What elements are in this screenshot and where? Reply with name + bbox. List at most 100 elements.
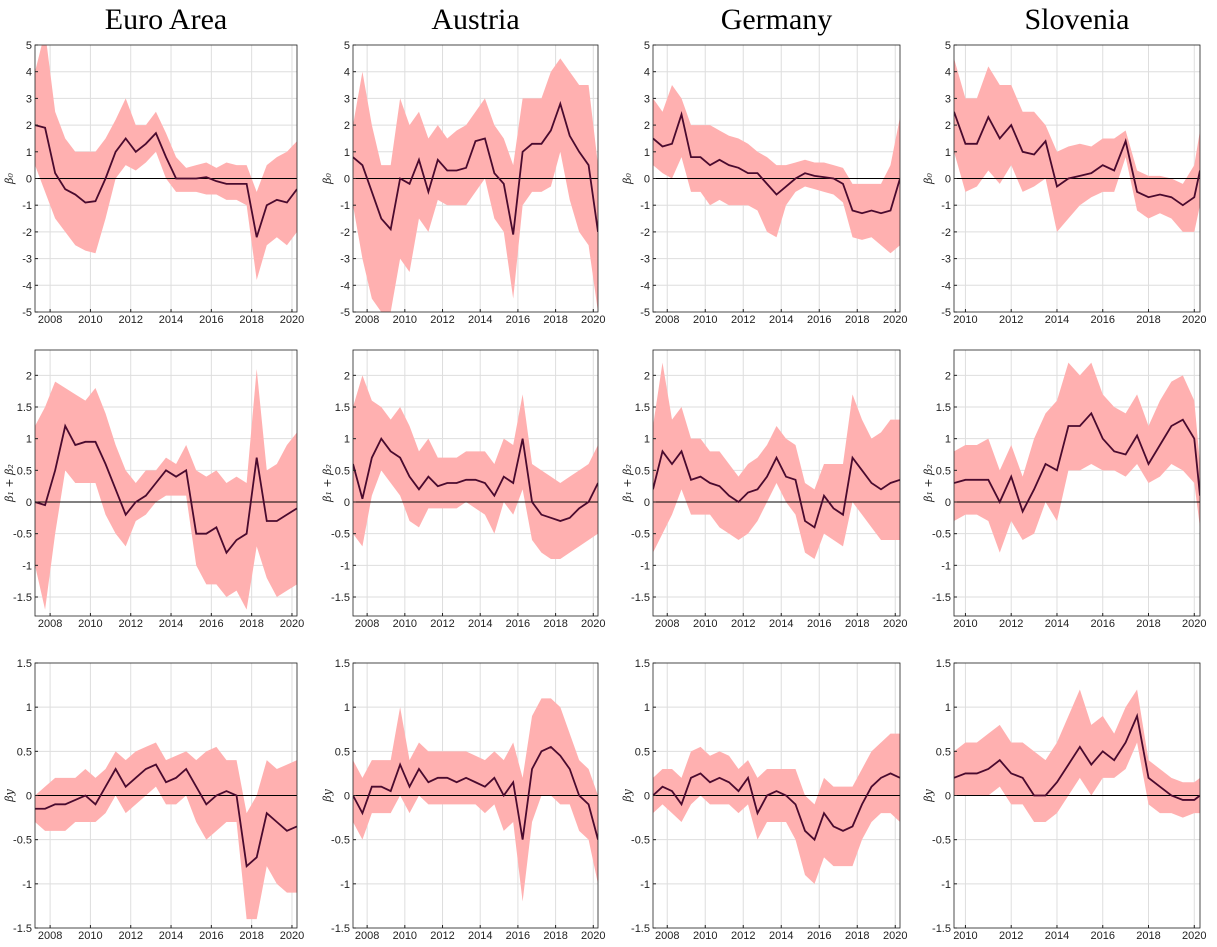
y-tick-label: 1.5 [635, 402, 650, 414]
panel: 2010 2012 2014 2016 2018 2020 -1.5 -1 -0.5 0 0.5 1 1… [922, 658, 1207, 942]
axes-box [652, 349, 901, 617]
x-tick-label: 2014 [159, 314, 183, 326]
y-tick-label: 0 [26, 174, 32, 186]
y-tick-label: 0 [644, 791, 650, 803]
x-tick-label: 2018 [1136, 314, 1160, 326]
x-tick-label: 2016 [807, 618, 831, 630]
plot-content [653, 85, 900, 254]
y-tick-label: -1 [22, 879, 32, 891]
panel: 2008 2010 2012 2014 2016 2018 2020 -1.5 -1 -0.5 0 0… [3, 658, 304, 942]
y-tick-label: 3 [644, 93, 650, 105]
plot-content [35, 742, 297, 920]
x-tick-label: 2010 [693, 314, 717, 326]
panel: 2008 2010 2012 2014 2016 2018 2020 -5 -4 -3 -2 -1 0 1… [621, 3, 907, 326]
x-tick-label: 2018 [543, 618, 567, 630]
x-tick-label: 2018 [845, 314, 869, 326]
x-tick-label: 2014 [159, 618, 183, 630]
plot-content [954, 362, 1200, 553]
y-tick-label: 0 [344, 174, 350, 186]
x-tick-label: 2020 [1182, 618, 1206, 630]
y-tick-label: -0.5 [331, 835, 350, 847]
x-tick-label: 2012 [731, 618, 755, 630]
y-tick-label: -1 [941, 200, 951, 212]
estimate-line [653, 110, 900, 215]
y-axis-label: β₀ [3, 173, 16, 185]
x-tick-label: 2012 [999, 314, 1023, 326]
y-tick-label: 0.5 [936, 746, 951, 758]
y-tick-label: 1 [26, 702, 32, 714]
x-tick-label: 2018 [239, 618, 263, 630]
x-tick-label: 2020 [1182, 930, 1206, 942]
x-tick-label: 2010 [78, 314, 102, 326]
y-tick-label: 1.5 [335, 658, 350, 670]
y-tick-label: -2 [640, 227, 650, 239]
y-tick-label: 2 [945, 120, 951, 132]
x-tick-label: 2008 [655, 618, 679, 630]
x-tick-label: 2010 [953, 314, 977, 326]
y-tick-label: -0.5 [631, 835, 650, 847]
estimate-line [353, 745, 598, 840]
x-tick-label: 2018 [239, 930, 263, 942]
y-tick-label: -1.5 [631, 923, 650, 935]
y-tick-label: -1.5 [331, 592, 350, 604]
axes-box [34, 349, 298, 617]
estimate-line [35, 423, 297, 555]
y-tick-label: -1 [941, 560, 951, 572]
y-tick-label: 0.5 [635, 746, 650, 758]
y-tick-label: 0.5 [936, 465, 951, 477]
y-tick-label: 0 [945, 174, 951, 186]
y-tick-label: -5 [22, 307, 32, 319]
x-tick-label: 2012 [118, 618, 142, 630]
x-tick-label: 2016 [199, 930, 223, 942]
y-tick-label: 1 [26, 434, 32, 446]
x-tick-label: 2014 [1045, 314, 1069, 326]
y-tick-label: -5 [340, 307, 350, 319]
panel: 2010 2012 2014 2016 2018 2020 -1.5 -1 -0.5 0 0.5 1 1… [922, 349, 1207, 630]
y-tick-label: 1 [644, 702, 650, 714]
y-tick-label: 4 [344, 67, 350, 79]
confidence-band [35, 45, 297, 280]
estimate-line [353, 100, 598, 235]
confidence-band [653, 85, 900, 254]
y-tick-label: 0 [644, 497, 650, 509]
x-tick-label: 2020 [883, 930, 907, 942]
y-tick-label: 0.5 [17, 746, 32, 758]
y-axis-label: β₀ [922, 173, 935, 185]
x-tick-label: 2012 [731, 930, 755, 942]
y-axis-label: βy [321, 788, 334, 802]
y-tick-label: 0.5 [635, 465, 650, 477]
y-tick-label: 1 [26, 147, 32, 159]
y-tick-label: -1 [340, 879, 350, 891]
y-tick-label: 1.5 [17, 402, 32, 414]
y-tick-label: -1 [640, 560, 650, 572]
x-tick-label: 2018 [543, 930, 567, 942]
panel-title: Euro Area [105, 3, 227, 36]
x-tick-label: 2008 [355, 618, 379, 630]
y-tick-label: 0.5 [17, 465, 32, 477]
x-tick-label: 2016 [506, 314, 530, 326]
x-tick-label: 2012 [430, 618, 454, 630]
y-tick-label: 5 [644, 40, 650, 52]
y-tick-label: 0 [644, 174, 650, 186]
x-tick-label: 2012 [118, 930, 142, 942]
y-tick-label: 5 [344, 40, 350, 52]
y-tick-label: 1 [945, 434, 951, 446]
estimate-line [35, 763, 297, 868]
y-tick-label: -1 [22, 200, 32, 212]
plot-content [653, 733, 900, 884]
x-tick-label: 2016 [506, 930, 530, 942]
confidence-band [954, 362, 1200, 553]
y-tick-label: -0.5 [13, 529, 32, 541]
x-tick-label: 2020 [581, 314, 605, 326]
x-tick-label: 2016 [1091, 930, 1115, 942]
y-tick-label: 1.5 [635, 658, 650, 670]
panel-title: Slovenia [1025, 3, 1130, 36]
x-tick-label: 2008 [655, 930, 679, 942]
x-tick-label: 2014 [1045, 930, 1069, 942]
y-tick-label: 1 [344, 702, 350, 714]
x-tick-label: 2014 [468, 618, 492, 630]
y-axis-label: β₁ + β₂ [621, 464, 634, 503]
confidence-band [35, 742, 297, 920]
plot-content [35, 45, 297, 280]
